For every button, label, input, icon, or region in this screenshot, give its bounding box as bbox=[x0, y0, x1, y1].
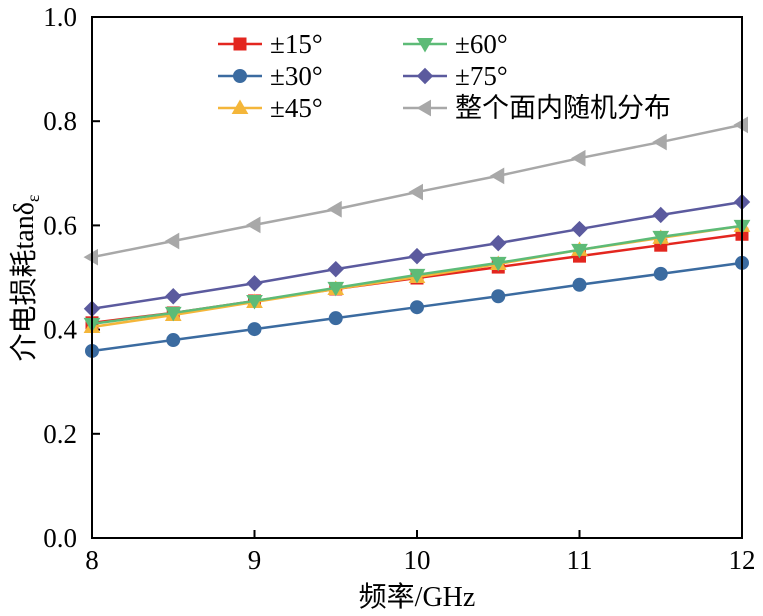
x-tick-label: 9 bbox=[248, 545, 262, 575]
legend-marker bbox=[416, 38, 434, 53]
legend-label: ±45° bbox=[270, 93, 323, 123]
series-4-point bbox=[652, 230, 670, 246]
series-2-point bbox=[491, 289, 506, 304]
legend-marker bbox=[231, 99, 249, 114]
series-5-point bbox=[246, 275, 263, 292]
x-tick-label: 10 bbox=[404, 545, 431, 575]
y-tick-label: 0.4 bbox=[43, 315, 77, 345]
legend: ±15°±30°±45° ±60°±75°整个面内随机分布 bbox=[218, 29, 671, 123]
legend-marker bbox=[233, 69, 247, 83]
series-6-point bbox=[408, 183, 423, 201]
legend-item-4: ±60° bbox=[403, 29, 508, 59]
series-4-point bbox=[408, 268, 426, 284]
x-tick-label: 11 bbox=[567, 545, 593, 575]
series-2-point bbox=[247, 322, 262, 337]
legend-marker bbox=[416, 99, 431, 117]
series-4-point bbox=[327, 281, 345, 297]
y-tick-label: 0.6 bbox=[43, 210, 77, 240]
legend-item-1: ±15° bbox=[218, 29, 323, 59]
series-2-point bbox=[410, 300, 424, 315]
legend-marker bbox=[416, 67, 434, 85]
series-5 bbox=[83, 193, 751, 317]
y-axis-title-main: 介电损耗tanδ bbox=[8, 202, 40, 361]
legend-item-3: ±45° bbox=[218, 93, 323, 123]
y-axis-title: 介电损耗tanδε bbox=[8, 194, 43, 361]
y-tick-label: 1.0 bbox=[43, 2, 77, 32]
x-tick-label: 8 bbox=[85, 545, 99, 575]
legend-item-6: 整个面内随机分布 bbox=[403, 93, 671, 123]
series-4-point bbox=[164, 306, 182, 322]
series-6-point bbox=[570, 149, 586, 167]
series-2-point bbox=[328, 311, 343, 326]
legend-label: ±15° bbox=[270, 29, 323, 59]
y-tick-label: 0.8 bbox=[43, 106, 77, 136]
series-6-point bbox=[327, 200, 342, 218]
y-axis-title-subscript: ε bbox=[23, 194, 43, 202]
legend-label: ±30° bbox=[270, 61, 323, 91]
series-4-point bbox=[246, 294, 263, 310]
series-2-point bbox=[572, 277, 587, 292]
legend-item-5: ±75° bbox=[403, 61, 508, 91]
x-tick-label: 12 bbox=[729, 545, 756, 575]
series-5-point bbox=[408, 247, 426, 265]
x-axis-title: 频率/GHz bbox=[359, 581, 476, 613]
series-2-point bbox=[653, 266, 668, 281]
series-2-point bbox=[166, 333, 181, 348]
legend-item-2: ±30° bbox=[218, 61, 323, 91]
series-5-point bbox=[490, 234, 507, 252]
series-2 bbox=[85, 255, 749, 358]
plot-frame bbox=[91, 16, 743, 539]
series-6-point bbox=[245, 216, 261, 234]
legend-label: ±60° bbox=[455, 29, 508, 59]
series-6-point bbox=[652, 133, 667, 151]
series-5-point bbox=[571, 220, 588, 238]
series-4-point bbox=[571, 243, 588, 259]
legend-label: 整个面内随机分布 bbox=[455, 93, 671, 123]
series-5-point bbox=[327, 260, 344, 278]
legend-marker bbox=[233, 37, 247, 51]
series-5-point bbox=[652, 206, 669, 224]
series-5-point bbox=[165, 288, 182, 305]
y-tick-label: 0.2 bbox=[43, 419, 77, 449]
series-4-point bbox=[489, 256, 507, 272]
legend-label: ±75° bbox=[455, 61, 508, 91]
axis-ticks: 0.0 0.2 0.4 0.6 0.8 1.0 8 9 10 11 12 bbox=[43, 2, 755, 575]
series-6-point bbox=[489, 167, 505, 185]
y-tick-label: 0.0 bbox=[43, 523, 77, 553]
series-6-point bbox=[164, 232, 180, 250]
